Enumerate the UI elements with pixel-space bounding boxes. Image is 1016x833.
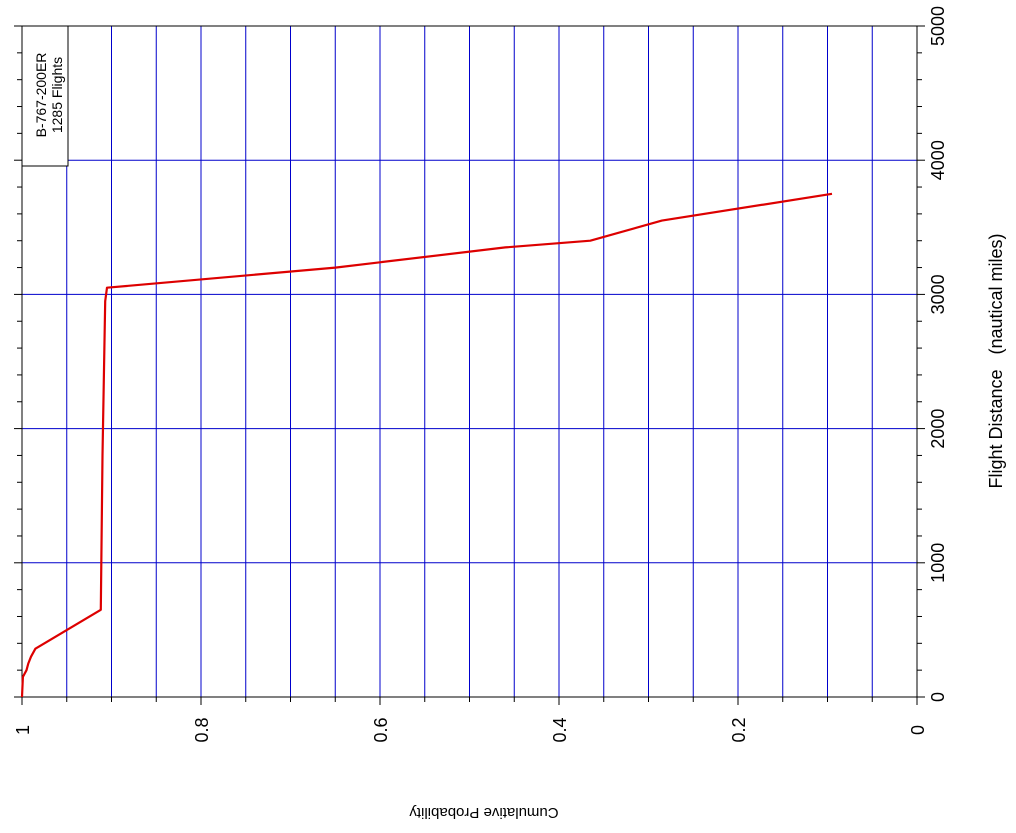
- y-tick-label: 0.8: [192, 717, 212, 742]
- series-line: [20, 192, 833, 698]
- y-tick-label: 0: [908, 725, 928, 735]
- minor-ticks: [14, 25, 925, 705]
- x-tick-label: 4000: [928, 140, 948, 180]
- y-tick-label: 0.4: [550, 717, 570, 742]
- legend-aircraft: B-767-200ER: [33, 53, 49, 138]
- x-tick-label: 2000: [928, 409, 948, 449]
- legend-box: [21, 25, 69, 167]
- y-tick-label: 0.2: [729, 717, 749, 742]
- y-tick-labels: 0 0.2 0.4 0.6 0.8 1: [13, 717, 928, 742]
- series-group: [20, 192, 833, 698]
- legend-flight-count: 1285 Flights: [49, 57, 65, 133]
- x-axis-label: Flight Distance (nautical miles): [986, 233, 1006, 488]
- y-axis-label: Cumulative Probability: [409, 804, 559, 821]
- x-tick-label: 0: [928, 692, 948, 702]
- x-tick-label: 1000: [928, 543, 948, 583]
- grid-lines: [21, 25, 918, 698]
- y-tick-label: 0.6: [371, 717, 391, 742]
- x-tick-label: 5000: [928, 6, 948, 46]
- y-tick-label: 1: [13, 725, 33, 735]
- x-tick-labels: 0 1000 2000 3000 4000 5000: [928, 6, 948, 702]
- x-tick-label: 3000: [928, 274, 948, 314]
- legend: B-767-200ER 1285 Flights: [21, 25, 69, 167]
